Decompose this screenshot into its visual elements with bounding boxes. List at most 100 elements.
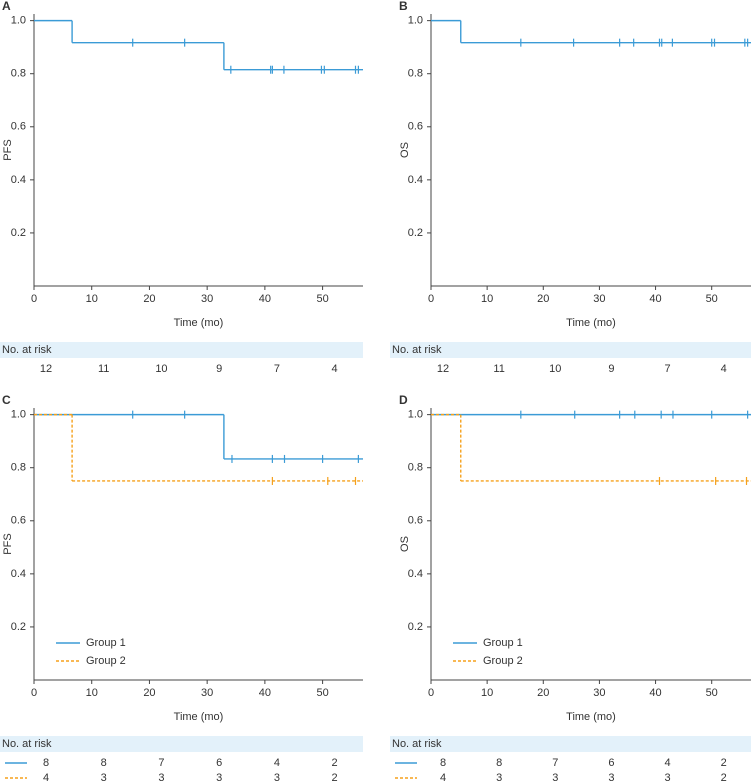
panel-label: A (2, 0, 11, 13)
y-axis-label: OS (399, 142, 411, 158)
risk-header-band (0, 342, 363, 358)
risk-count: 3 (101, 772, 107, 783)
risk-count: 4 (43, 772, 49, 783)
x-tick-label: 10 (481, 687, 493, 699)
risk-count: 11 (98, 363, 109, 375)
x-tick-label: 50 (316, 293, 328, 305)
risk-header-band (390, 736, 751, 752)
risk-count: 7 (274, 363, 280, 375)
y-tick-label: 0.2 (408, 621, 423, 633)
x-tick-label: 50 (706, 293, 718, 305)
x-tick-label: 10 (481, 293, 493, 305)
y-tick-label: 1.0 (408, 409, 423, 421)
risk-count: 8 (496, 757, 502, 769)
x-tick-label: 40 (649, 687, 661, 699)
risk-count: 8 (440, 757, 446, 769)
y-tick-label: 0.8 (11, 462, 26, 474)
x-tick-label: 50 (316, 687, 328, 699)
risk-count: 3 (158, 772, 164, 783)
risk-count: 10 (549, 363, 561, 375)
risk-count: 12 (40, 363, 52, 375)
x-tick-label: 20 (537, 293, 549, 305)
x-tick-label: 40 (259, 687, 271, 699)
x-tick-label: 30 (593, 687, 605, 699)
risk-count: 11 (493, 363, 504, 375)
risk-count: 8 (43, 757, 49, 769)
risk-count: 3 (216, 772, 222, 783)
risk-count: 4 (664, 757, 670, 769)
risk-count: 10 (155, 363, 167, 375)
panel-label: B (399, 0, 408, 13)
risk-count: 4 (721, 363, 727, 375)
x-axis-label: Time (mo) (566, 317, 616, 329)
x-axis-label: Time (mo) (174, 711, 224, 723)
y-tick-label: 0.8 (11, 68, 26, 80)
panel-label: D (399, 393, 408, 407)
x-tick-label: 30 (201, 687, 213, 699)
x-axis-label: Time (mo) (174, 317, 224, 329)
legend-label: Group 1 (483, 637, 523, 649)
y-tick-label: 0.4 (11, 174, 26, 186)
x-tick-label: 50 (706, 687, 718, 699)
y-tick-label: 0.2 (11, 621, 26, 633)
y-tick-label: 0.4 (11, 568, 26, 580)
x-tick-label: 0 (428, 687, 434, 699)
y-tick-label: 0.6 (11, 515, 26, 527)
risk-count: 2 (332, 757, 338, 769)
y-tick-label: 1.0 (408, 15, 423, 27)
y-tick-label: 0.2 (11, 227, 26, 239)
risk-count: 2 (332, 772, 338, 783)
risk-count: 4 (274, 757, 280, 769)
x-tick-label: 0 (428, 293, 434, 305)
risk-count: 3 (496, 772, 502, 783)
y-tick-label: 1.0 (11, 15, 26, 27)
risk-count: 12 (437, 363, 449, 375)
risk-count: 9 (216, 363, 222, 375)
x-tick-label: 30 (201, 293, 213, 305)
x-tick-label: 40 (259, 293, 271, 305)
x-tick-label: 20 (143, 293, 155, 305)
y-tick-label: 0.6 (11, 121, 26, 133)
y-axis-label: OS (399, 536, 411, 552)
risk-count: 3 (552, 772, 558, 783)
y-tick-label: 1.0 (11, 409, 26, 421)
risk-table-title: No. at risk (2, 738, 52, 750)
y-axis-label: PFS (2, 533, 14, 554)
panel-label: C (2, 393, 11, 407)
x-tick-label: 10 (86, 293, 98, 305)
x-tick-label: 0 (31, 293, 37, 305)
x-tick-label: 0 (31, 687, 37, 699)
risk-count: 8 (101, 757, 107, 769)
y-tick-label: 0.4 (408, 568, 423, 580)
risk-count: 7 (664, 363, 670, 375)
risk-header-band (390, 342, 751, 358)
risk-table-title: No. at risk (2, 344, 52, 356)
risk-count: 9 (608, 363, 614, 375)
risk-count: 4 (440, 772, 446, 783)
risk-count: 2 (721, 772, 727, 783)
risk-count: 3 (608, 772, 614, 783)
risk-table-title: No. at risk (392, 738, 442, 750)
risk-count: 6 (216, 757, 222, 769)
x-tick-label: 20 (537, 687, 549, 699)
x-tick-label: 20 (143, 687, 155, 699)
risk-header-band (0, 736, 363, 752)
risk-table-title: No. at risk (392, 344, 442, 356)
y-axis-label: PFS (2, 139, 14, 160)
risk-count: 2 (721, 757, 727, 769)
legend-label: Group 2 (86, 655, 126, 667)
y-tick-label: 0.6 (408, 121, 423, 133)
x-tick-label: 30 (593, 293, 605, 305)
y-tick-label: 0.4 (408, 174, 423, 186)
risk-count: 3 (664, 772, 670, 783)
legend-label: Group 2 (483, 655, 523, 667)
x-tick-label: 40 (649, 293, 661, 305)
risk-count: 6 (608, 757, 614, 769)
risk-count: 3 (274, 772, 280, 783)
risk-count: 7 (552, 757, 558, 769)
y-tick-label: 0.8 (408, 68, 423, 80)
risk-count: 4 (332, 363, 338, 375)
y-tick-label: 0.6 (408, 515, 423, 527)
